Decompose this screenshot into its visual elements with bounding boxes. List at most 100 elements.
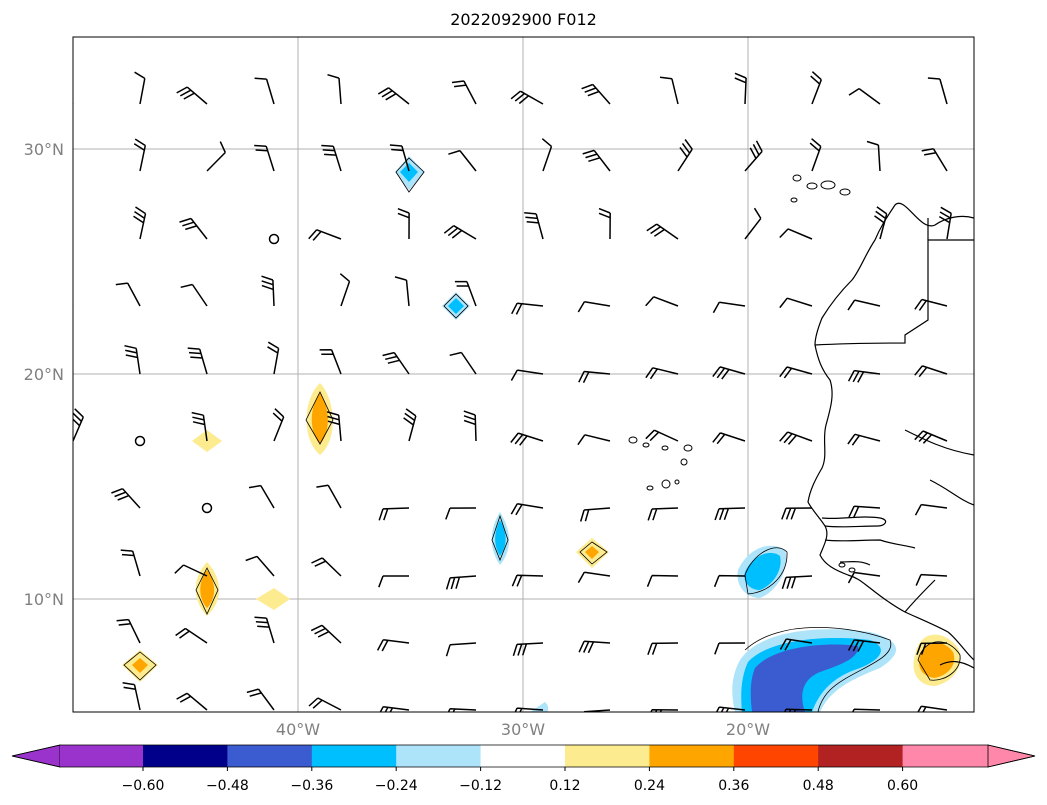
wind-barb: [712, 366, 746, 380]
colorbar-segment: [733, 745, 819, 767]
wind-barb: [267, 341, 280, 375]
contour-fills: [122, 156, 961, 712]
wind-barb: [272, 408, 285, 442]
wind-barb: [914, 503, 948, 516]
wind-barb: [598, 207, 611, 240]
map-frame: [72, 36, 975, 713]
contour-lines: [123, 157, 961, 712]
colorbar-segment: [311, 745, 397, 767]
wind-barb: [781, 575, 813, 590]
wind-barb: [254, 77, 275, 105]
colorbar-tick-label: −0.24: [375, 778, 418, 794]
lon-label-20w: 20°W: [726, 720, 770, 739]
wind-barb: [647, 642, 679, 655]
wind-barb: [510, 432, 544, 446]
calm-circle: [134, 435, 146, 447]
wind-barb: [445, 642, 477, 657]
colorbar-segment: [396, 745, 482, 767]
colorbar-tick-label: 0.24: [634, 778, 665, 794]
wind-barb: [914, 365, 948, 378]
colorbar: −0.60 −0.48 −0.36 −0.24 −0.12 0.12 0.24 0.36 0.4…: [11, 744, 1036, 794]
colorbar-tick-label: 0.48: [803, 778, 834, 794]
wind-barb: [542, 37, 543, 38]
wind-barb: [578, 640, 611, 654]
wind-barb: [852, 708, 881, 712]
colorbar-under-extend: [11, 744, 61, 768]
wind-barb: [645, 367, 679, 380]
colorbar-outline: [11, 744, 1036, 768]
wind-barb: [449, 351, 477, 375]
wind-barb: [245, 555, 275, 577]
wind-barb: [744, 140, 763, 172]
wind-barb: [784, 708, 813, 712]
wind-barb: [261, 275, 275, 307]
wind-barb: [250, 37, 274, 38]
wind-barb: [445, 575, 477, 590]
wind-barb: [476, 37, 477, 38]
wind-barb: [715, 706, 746, 712]
wind-barb: [812, 37, 814, 38]
wind-barb: [115, 282, 141, 307]
colorbar-over-extend: [987, 744, 1036, 768]
wind-barb: [73, 101, 74, 104]
wind-barb: [341, 37, 342, 38]
wind-barb: [120, 549, 141, 577]
lon-label-40w: 40°W: [276, 720, 320, 739]
lat-label-10n: 10°N: [24, 590, 64, 609]
wind-barb: [124, 344, 141, 375]
wind-barb: [327, 73, 342, 105]
colorbar-segment: [227, 745, 313, 767]
wind-barb: [713, 574, 746, 588]
wind-barb: [779, 638, 813, 651]
wind-barb: [714, 507, 746, 521]
wind-barb: [321, 144, 342, 172]
gridlines: [73, 37, 974, 712]
colorbar-tick-label: 0.12: [549, 778, 580, 794]
wind-barb: [451, 80, 477, 105]
colorbar-segment: [480, 745, 566, 767]
wind-barb: [389, 144, 410, 172]
wind-barb: [650, 708, 679, 712]
wind-barb: [810, 71, 823, 105]
wind-barb: [378, 507, 410, 521]
calm-circle: [268, 233, 280, 245]
wind-barb: [646, 574, 679, 587]
wind-barb: [246, 688, 275, 711]
wind-barb: [779, 431, 813, 445]
colorbar-tick-label: −0.36: [290, 778, 333, 794]
colorbar-segment: [60, 745, 143, 767]
wind-barb: [174, 564, 208, 577]
wind-barb: [73, 507, 74, 508]
wind-barbs: [73, 37, 952, 712]
wind-barb: [397, 207, 410, 240]
wind-barb: [511, 574, 544, 587]
wind-barb: [73, 709, 74, 710]
wind-barb: [206, 37, 207, 38]
wind-barb: [454, 280, 477, 307]
wind-barb: [179, 217, 208, 240]
wind-barb: [176, 692, 208, 711]
wind-barb: [191, 411, 208, 442]
wind-barb: [847, 369, 881, 383]
wind-barb: [874, 206, 888, 240]
wind-barb: [581, 83, 611, 105]
wind-barb: [339, 273, 351, 307]
wind-barb: [316, 484, 342, 509]
wind-barb: [73, 237, 74, 239]
wind-barb: [133, 206, 147, 240]
wind-barb: [583, 709, 611, 712]
colorbar-tick-label: −0.60: [122, 778, 165, 794]
wind-barb: [448, 149, 477, 172]
wind-barb: [73, 408, 84, 442]
wind-barb: [659, 76, 679, 105]
wind-barb: [510, 369, 544, 381]
wind-barb: [180, 283, 208, 307]
wind-barb: [443, 225, 477, 240]
colorbar-segment: [565, 745, 650, 767]
lon-label-30w: 30°W: [501, 720, 545, 739]
map-title: 2022092900 F012: [450, 10, 597, 29]
wind-barb: [378, 575, 409, 588]
wind-barb: [927, 77, 948, 105]
wind-barb: [878, 37, 880, 38]
wind-barb: [510, 503, 544, 516]
